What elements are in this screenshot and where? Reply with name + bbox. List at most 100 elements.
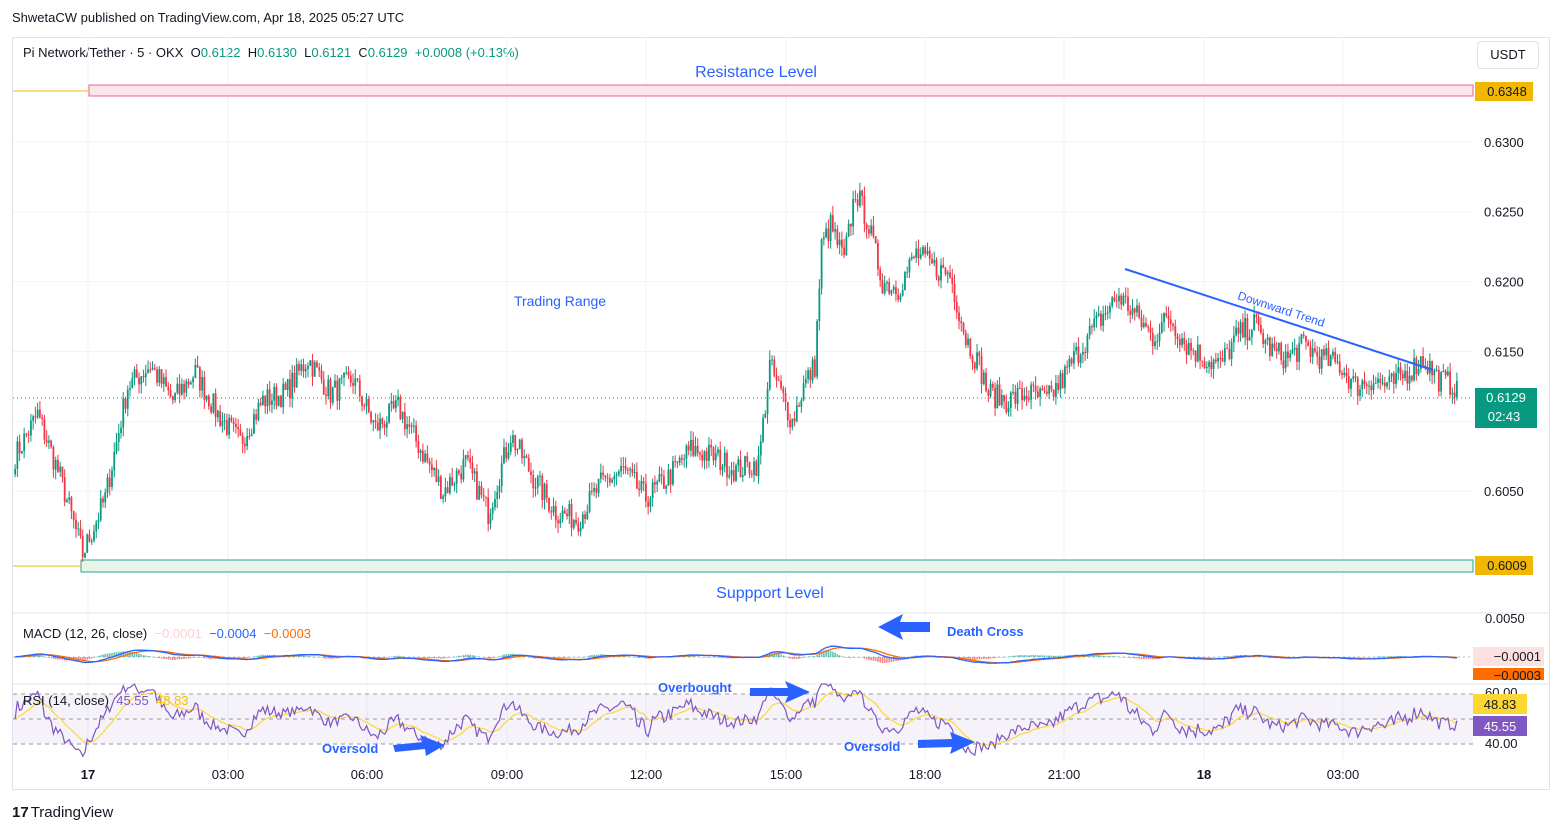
- macd-histogram-bar: [156, 657, 158, 658]
- candle-body: [388, 403, 390, 423]
- candle-body: [870, 225, 873, 234]
- candle-body: [1350, 378, 1352, 389]
- candle-body: [367, 399, 370, 413]
- macd-histogram-bar: [1352, 657, 1355, 658]
- macd-histogram-bar: [208, 657, 210, 659]
- candle-body: [545, 483, 548, 498]
- currency-button[interactable]: USDT: [1477, 41, 1539, 69]
- tradingview-logo[interactable]: 17 TradingView: [12, 804, 113, 821]
- macd-histogram-bar: [1037, 655, 1039, 657]
- candle-body: [1077, 346, 1080, 363]
- candle-body: [1016, 387, 1019, 404]
- macd-histogram-bar: [313, 656, 316, 658]
- macd-histogram-bar: [1140, 657, 1143, 659]
- time-tick-label: 15:00: [770, 767, 803, 782]
- macd-macd-badge: −0.0003: [1473, 668, 1544, 683]
- macd-histogram-bar: [169, 657, 172, 660]
- candle-body: [1027, 399, 1030, 401]
- macd-histogram-bar: [847, 657, 850, 658]
- candle-body: [1327, 348, 1330, 366]
- candle-body: [859, 190, 861, 206]
- macd-histogram-bar: [309, 656, 312, 657]
- candle-body: [295, 364, 298, 388]
- candle-body: [316, 362, 318, 368]
- macd-histogram-bar: [496, 657, 499, 658]
- macd-histogram-bar: [1088, 655, 1091, 657]
- candle-body: [255, 414, 258, 420]
- candle-body: [18, 441, 21, 454]
- candle-body: [1293, 347, 1296, 350]
- candle-body: [566, 513, 568, 517]
- candle-body: [464, 455, 467, 460]
- candle-body: [397, 396, 399, 401]
- candle-body: [268, 389, 271, 405]
- candle-body: [1428, 360, 1431, 374]
- macd-histogram-bar: [111, 653, 113, 657]
- macd-histogram-bar: [1115, 656, 1118, 657]
- macd-histogram-bar: [77, 657, 80, 661]
- macd-histogram-bar: [253, 656, 255, 657]
- candle-body: [280, 395, 282, 408]
- candle-body: [820, 239, 823, 289]
- candle-body: [748, 461, 751, 475]
- macd-histogram-bar: [690, 655, 692, 657]
- candle-body: [611, 479, 613, 483]
- candle-body: [773, 359, 776, 376]
- macd-histogram-bar: [426, 657, 429, 659]
- macd-histogram-bar: [1109, 656, 1111, 657]
- macd-histogram-bar: [298, 655, 300, 657]
- macd-histogram-bar: [1154, 657, 1156, 660]
- candle-body: [1176, 336, 1179, 340]
- trading-range-label: Trading Range: [514, 293, 606, 309]
- candle-body: [735, 465, 737, 481]
- candle-body: [1397, 367, 1400, 373]
- candle-body: [244, 443, 246, 447]
- countdown-text: 02:43: [1488, 409, 1521, 424]
- candle-body: [1410, 375, 1413, 381]
- macd-histogram-bar: [1226, 655, 1228, 657]
- macd-histogram-bar: [703, 657, 706, 658]
- candle-body: [500, 463, 503, 487]
- macd-histogram-bar: [480, 657, 483, 658]
- low-value: 0.6121: [311, 45, 352, 60]
- macd-histogram-bar: [996, 657, 999, 658]
- candle-body: [1422, 356, 1424, 366]
- candle-body: [854, 199, 857, 201]
- candle-body: [924, 247, 927, 254]
- candle-body: [120, 427, 122, 434]
- candle-body: [944, 267, 947, 275]
- candle-body: [620, 466, 623, 472]
- macd-histogram-bar: [1025, 655, 1028, 657]
- macd-histogram-bar: [859, 657, 861, 658]
- candle-body: [379, 418, 381, 431]
- macd-histogram-bar: [886, 657, 888, 663]
- candle-body: [1124, 295, 1127, 297]
- macd-histogram-bar: [1203, 657, 1206, 658]
- candle-body: [809, 370, 812, 381]
- macd-histogram-bar: [239, 657, 242, 658]
- candle-body: [852, 199, 855, 227]
- macd-histogram-bar: [559, 657, 562, 659]
- candle-body: [505, 447, 508, 459]
- candle-body: [863, 196, 866, 225]
- candle-body: [176, 383, 179, 393]
- svg-text:−0.0003: −0.0003: [1494, 668, 1541, 683]
- candle-body: [467, 455, 469, 458]
- candle-body: [282, 383, 285, 408]
- macd-histogram-bar: [462, 655, 465, 657]
- macd-histogram-bar: [379, 657, 381, 659]
- candle-body: [849, 223, 852, 227]
- candle-body: [228, 417, 231, 435]
- candle-body: [550, 511, 553, 513]
- candle-body: [1320, 349, 1323, 369]
- candle-body: [890, 290, 893, 294]
- candle-body: [81, 536, 84, 558]
- macd-histogram-bar: [1266, 657, 1269, 658]
- candle-body: [194, 365, 197, 378]
- candle-body: [1424, 365, 1427, 368]
- macd-histogram-bar: [586, 656, 589, 657]
- macd-histogram-bar: [464, 654, 467, 657]
- macd-histogram-bar: [793, 657, 796, 660]
- candle-body: [1196, 344, 1199, 362]
- candle-body: [599, 472, 602, 479]
